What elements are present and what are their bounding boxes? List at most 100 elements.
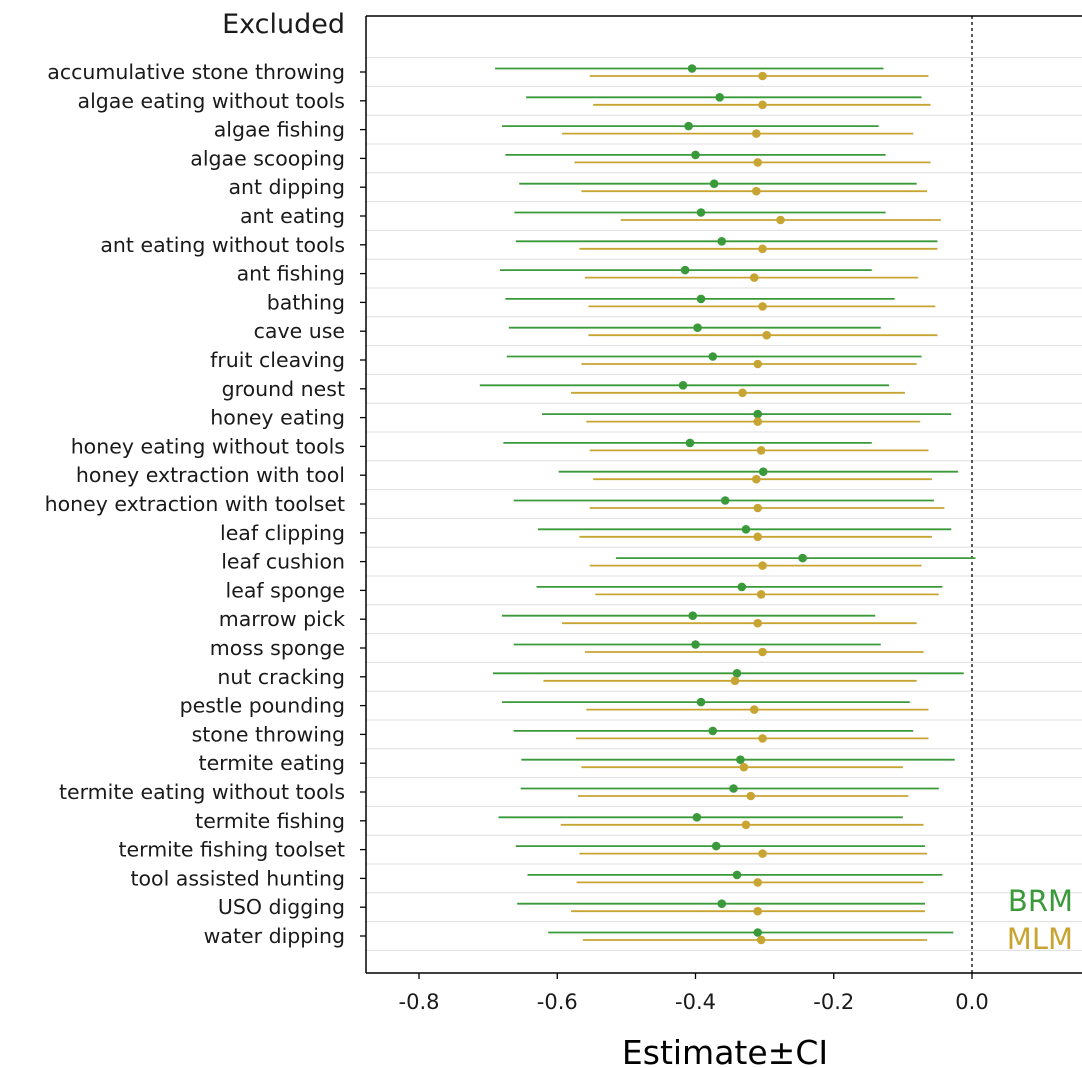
estimate-point (685, 438, 695, 448)
estimate-point (756, 446, 766, 455)
estimate-point (758, 71, 767, 81)
estimate-point (753, 409, 763, 419)
legend-entry-brm: BRM (1008, 884, 1073, 918)
estimate-point (720, 496, 730, 505)
category-label: USO digging (218, 895, 345, 919)
category-label: honey extraction with tool (76, 463, 345, 487)
category-label: termite eating (199, 751, 345, 775)
estimate-point (752, 186, 761, 196)
category-label: ant eating without tools (100, 233, 345, 257)
category-labels: accumulative stone throwing algae eating … (45, 60, 346, 948)
category-label: algae eating without tools (78, 89, 345, 113)
category-label: honey eating (210, 406, 345, 430)
estimate-point (753, 532, 763, 542)
estimate-point (688, 611, 698, 620)
category-label: leaf cushion (221, 550, 345, 574)
estimate-point (715, 93, 724, 102)
estimate-point (696, 208, 706, 217)
category-label: marrow pick (219, 607, 345, 631)
estimate-point (753, 158, 763, 167)
category-label: ant eating (240, 204, 345, 228)
category-label: moss sponge (210, 636, 345, 660)
x-tick-label: -0.6 (537, 990, 578, 1014)
estimate-point (709, 179, 719, 188)
estimate-point (746, 791, 756, 801)
estimate-point (708, 726, 718, 736)
category-label: pestle pounding (180, 694, 345, 718)
category-label: cave use (254, 319, 345, 343)
estimate-point (738, 388, 747, 398)
estimate-point (749, 705, 759, 714)
estimate-point (696, 294, 706, 304)
estimate-point (758, 647, 767, 657)
estimate-point (758, 734, 767, 743)
estimate-point (732, 669, 742, 678)
category-label: tool assisted hunting (130, 866, 345, 890)
estimate-point (708, 352, 718, 361)
category-label: termite fishing toolset (118, 838, 345, 862)
estimate-point (753, 928, 763, 937)
category-label: algae scooping (190, 146, 345, 170)
estimate-point (693, 323, 702, 333)
estimate-point (717, 899, 727, 908)
x-axis-label: Estimate±CI (622, 1033, 828, 1068)
estimate-point (691, 150, 700, 160)
category-label: ant dipping (228, 175, 345, 199)
category-label: ground nest (222, 377, 345, 401)
category-label: water dipping (204, 924, 345, 948)
estimate-point (739, 762, 749, 772)
category-label: leaf clipping (220, 521, 345, 545)
estimate-point (717, 237, 727, 246)
estimate-point (730, 676, 740, 686)
estimate-point (753, 503, 763, 513)
estimate-point (729, 784, 738, 793)
estimate-point (758, 100, 767, 110)
estimate-point (711, 841, 721, 851)
category-label: algae fishing (214, 118, 345, 142)
category-label: bathing (267, 290, 345, 314)
estimate-point (687, 64, 697, 73)
estimate-point (762, 330, 771, 340)
x-tick-label: -0.4 (675, 990, 716, 1014)
estimate-point (752, 474, 761, 484)
category-label: honey eating without tools (71, 434, 345, 458)
axes (360, 15, 1082, 979)
category-label: termite eating without tools (59, 780, 345, 804)
estimate-point (691, 640, 700, 649)
legend-entry-mlm: MLM (1007, 922, 1073, 956)
estimate-point (758, 849, 767, 858)
estimate-point (692, 813, 702, 822)
series-brm (479, 64, 976, 937)
gridlines (366, 56, 1082, 952)
estimate-point (753, 618, 763, 628)
legend: BRM MLM (1007, 884, 1073, 956)
estimate-point (696, 697, 706, 707)
category-label: leaf sponge (226, 578, 345, 602)
estimate-point (753, 417, 763, 426)
x-tick-label: 0.0 (955, 990, 988, 1014)
estimate-point (680, 265, 690, 275)
category-label: honey extraction with toolset (45, 492, 345, 516)
x-tick-labels: -0.8 -0.6 -0.4 -0.2 0.0 (399, 990, 989, 1014)
estimate-point (753, 906, 763, 916)
estimate-point (736, 755, 745, 764)
estimate-point (678, 381, 688, 390)
estimate-point (753, 878, 763, 887)
estimate-point (756, 590, 766, 599)
series-marks (479, 64, 976, 945)
estimate-point (758, 467, 768, 477)
estimate-point (684, 121, 693, 131)
category-label: accumulative stone throwing (47, 60, 345, 84)
estimate-point (753, 359, 763, 369)
estimate-point (758, 244, 767, 254)
estimate-point (732, 870, 742, 880)
estimate-point (741, 525, 751, 534)
category-label: termite fishing (195, 809, 345, 833)
estimate-point (752, 129, 761, 138)
estimate-point (798, 553, 807, 563)
plot-title: Excluded (222, 9, 345, 40)
series-mlm (543, 71, 945, 945)
estimate-point (756, 935, 766, 945)
estimate-point (741, 820, 751, 830)
